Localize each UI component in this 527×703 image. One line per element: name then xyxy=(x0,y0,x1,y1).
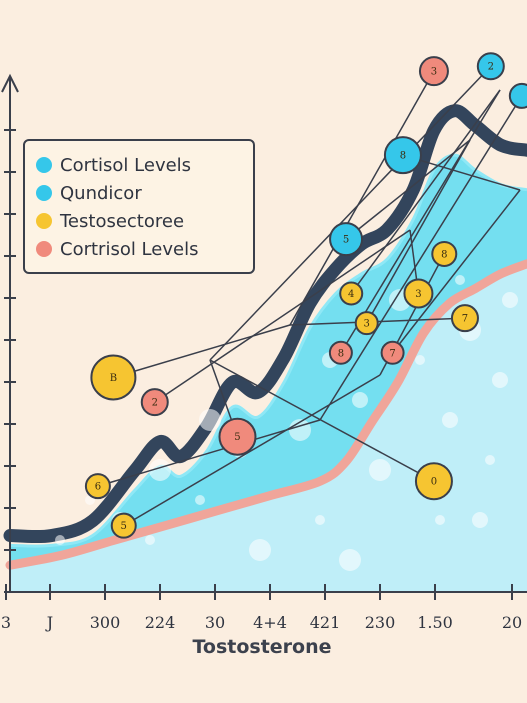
bubble-connector xyxy=(366,139,471,324)
decor-dot xyxy=(55,535,65,545)
decor-dot xyxy=(472,512,488,528)
data-bubble xyxy=(140,388,169,417)
legend-swatch xyxy=(36,241,52,257)
data-bubble xyxy=(84,473,111,500)
bubble-label: 5 xyxy=(343,235,349,246)
bubble-connector xyxy=(289,70,435,326)
data-bubble xyxy=(476,52,505,81)
bubble-connector xyxy=(402,154,521,191)
bubble-label: 0 xyxy=(431,477,437,488)
data-bubble xyxy=(110,512,137,539)
data-bubble xyxy=(218,417,257,456)
data-bubble xyxy=(431,240,458,267)
legend-entry-label: Cortisol Levels xyxy=(60,155,191,176)
legend-swatch xyxy=(36,213,52,229)
decor-dot xyxy=(369,459,391,481)
x-tick-label: 20 xyxy=(502,613,522,632)
legend-entry-label: Cortrisol Levels xyxy=(60,239,198,260)
x-axis-label: Tostosterone xyxy=(192,636,331,658)
data-bubble xyxy=(354,311,379,336)
data-bubble xyxy=(418,56,449,87)
decor-dot xyxy=(315,515,325,525)
data-bubble xyxy=(403,278,434,309)
bubble-label: 7 xyxy=(462,314,468,325)
legend: Cortisol Levels Qundicor Testosectoree Cort… xyxy=(23,139,255,274)
data-bubble xyxy=(329,222,364,257)
legend-swatch xyxy=(36,157,52,173)
bubble-label: 5 xyxy=(234,432,240,443)
x-tick-label: 224 xyxy=(145,613,176,632)
bubble-connector xyxy=(391,189,521,354)
data-bubble xyxy=(90,354,137,401)
decor-dot xyxy=(492,372,508,388)
bubble-label: 7 xyxy=(389,348,395,359)
legend-entries: Cortisol Levels Qundicor Testosectoree Cort… xyxy=(36,155,198,260)
data-bubble xyxy=(414,462,453,501)
x-tick-label: J xyxy=(45,613,53,632)
decor-dot xyxy=(339,549,361,571)
data-bubble xyxy=(450,304,479,333)
decor-dot xyxy=(199,409,221,431)
data-bubble xyxy=(339,281,364,306)
x-tick-label: 300 xyxy=(90,613,121,632)
legend-entry-label: Qundicor xyxy=(60,183,142,204)
bubble-label: 5 xyxy=(121,521,127,532)
x-tick-label: 4+4 xyxy=(253,613,287,632)
bubble-connector xyxy=(345,139,471,240)
bubble-connector xyxy=(319,95,523,421)
decor-dot xyxy=(502,292,518,308)
bubble-label: 4 xyxy=(348,289,354,300)
dark-series-line xyxy=(3,104,527,544)
bubble-connector xyxy=(209,359,435,482)
bubble-label: 8 xyxy=(400,151,406,162)
decor-dot xyxy=(442,412,458,428)
legend-swatch xyxy=(36,185,52,201)
bubble-connector xyxy=(154,229,411,403)
y-axis-arrow xyxy=(1,73,19,93)
bubble-label: 8 xyxy=(441,249,447,260)
bubble-label: 3 xyxy=(364,319,370,330)
bubble-label: 2 xyxy=(488,62,494,73)
decor-dot xyxy=(435,515,445,525)
decor-dot xyxy=(415,355,425,365)
legend-box xyxy=(23,139,255,274)
bubble-connector xyxy=(209,65,492,361)
bubble-connector xyxy=(113,324,291,379)
pink-band-fill xyxy=(10,263,527,592)
decor-dot xyxy=(249,539,271,561)
x-tick-label: 30 xyxy=(205,613,225,632)
data-bubble xyxy=(383,136,422,175)
bubble-label: 8 xyxy=(338,348,344,359)
decor-dot xyxy=(195,495,205,505)
bubble-label: 6 xyxy=(95,482,101,493)
x-tick-label: 3 xyxy=(1,613,11,632)
bubble-connector xyxy=(340,89,501,354)
legend-entry-label: Testosectoree xyxy=(59,211,184,232)
bubble-label: 3 xyxy=(415,289,421,300)
decor-dot xyxy=(352,392,368,408)
bubble-connector xyxy=(123,374,381,527)
x-tick-label: 421 xyxy=(310,613,341,632)
decor-dot xyxy=(455,275,465,285)
decor-dot xyxy=(485,455,495,465)
data-bubble xyxy=(328,340,353,365)
x-ticks: 3 J 300 224 30 4+4 421 230 1.50 20 xyxy=(1,584,522,632)
decor-dot xyxy=(145,535,155,545)
bubble-connector xyxy=(350,89,501,294)
data-bubble xyxy=(508,82,527,109)
data-bubble xyxy=(380,340,405,365)
bubble-label: 3 xyxy=(431,67,437,78)
plot-area: B 5 6 5 2 5 4 8 3 2 8 3 3 8 7 7 0 xyxy=(3,52,527,592)
bubble-connector xyxy=(97,419,321,487)
bubble-label: 2 xyxy=(152,398,158,409)
x-tick-label: 1.50 xyxy=(417,613,453,632)
bubble-label: B xyxy=(110,373,117,384)
x-tick-label: 230 xyxy=(365,613,396,632)
decor-dot xyxy=(149,459,171,481)
